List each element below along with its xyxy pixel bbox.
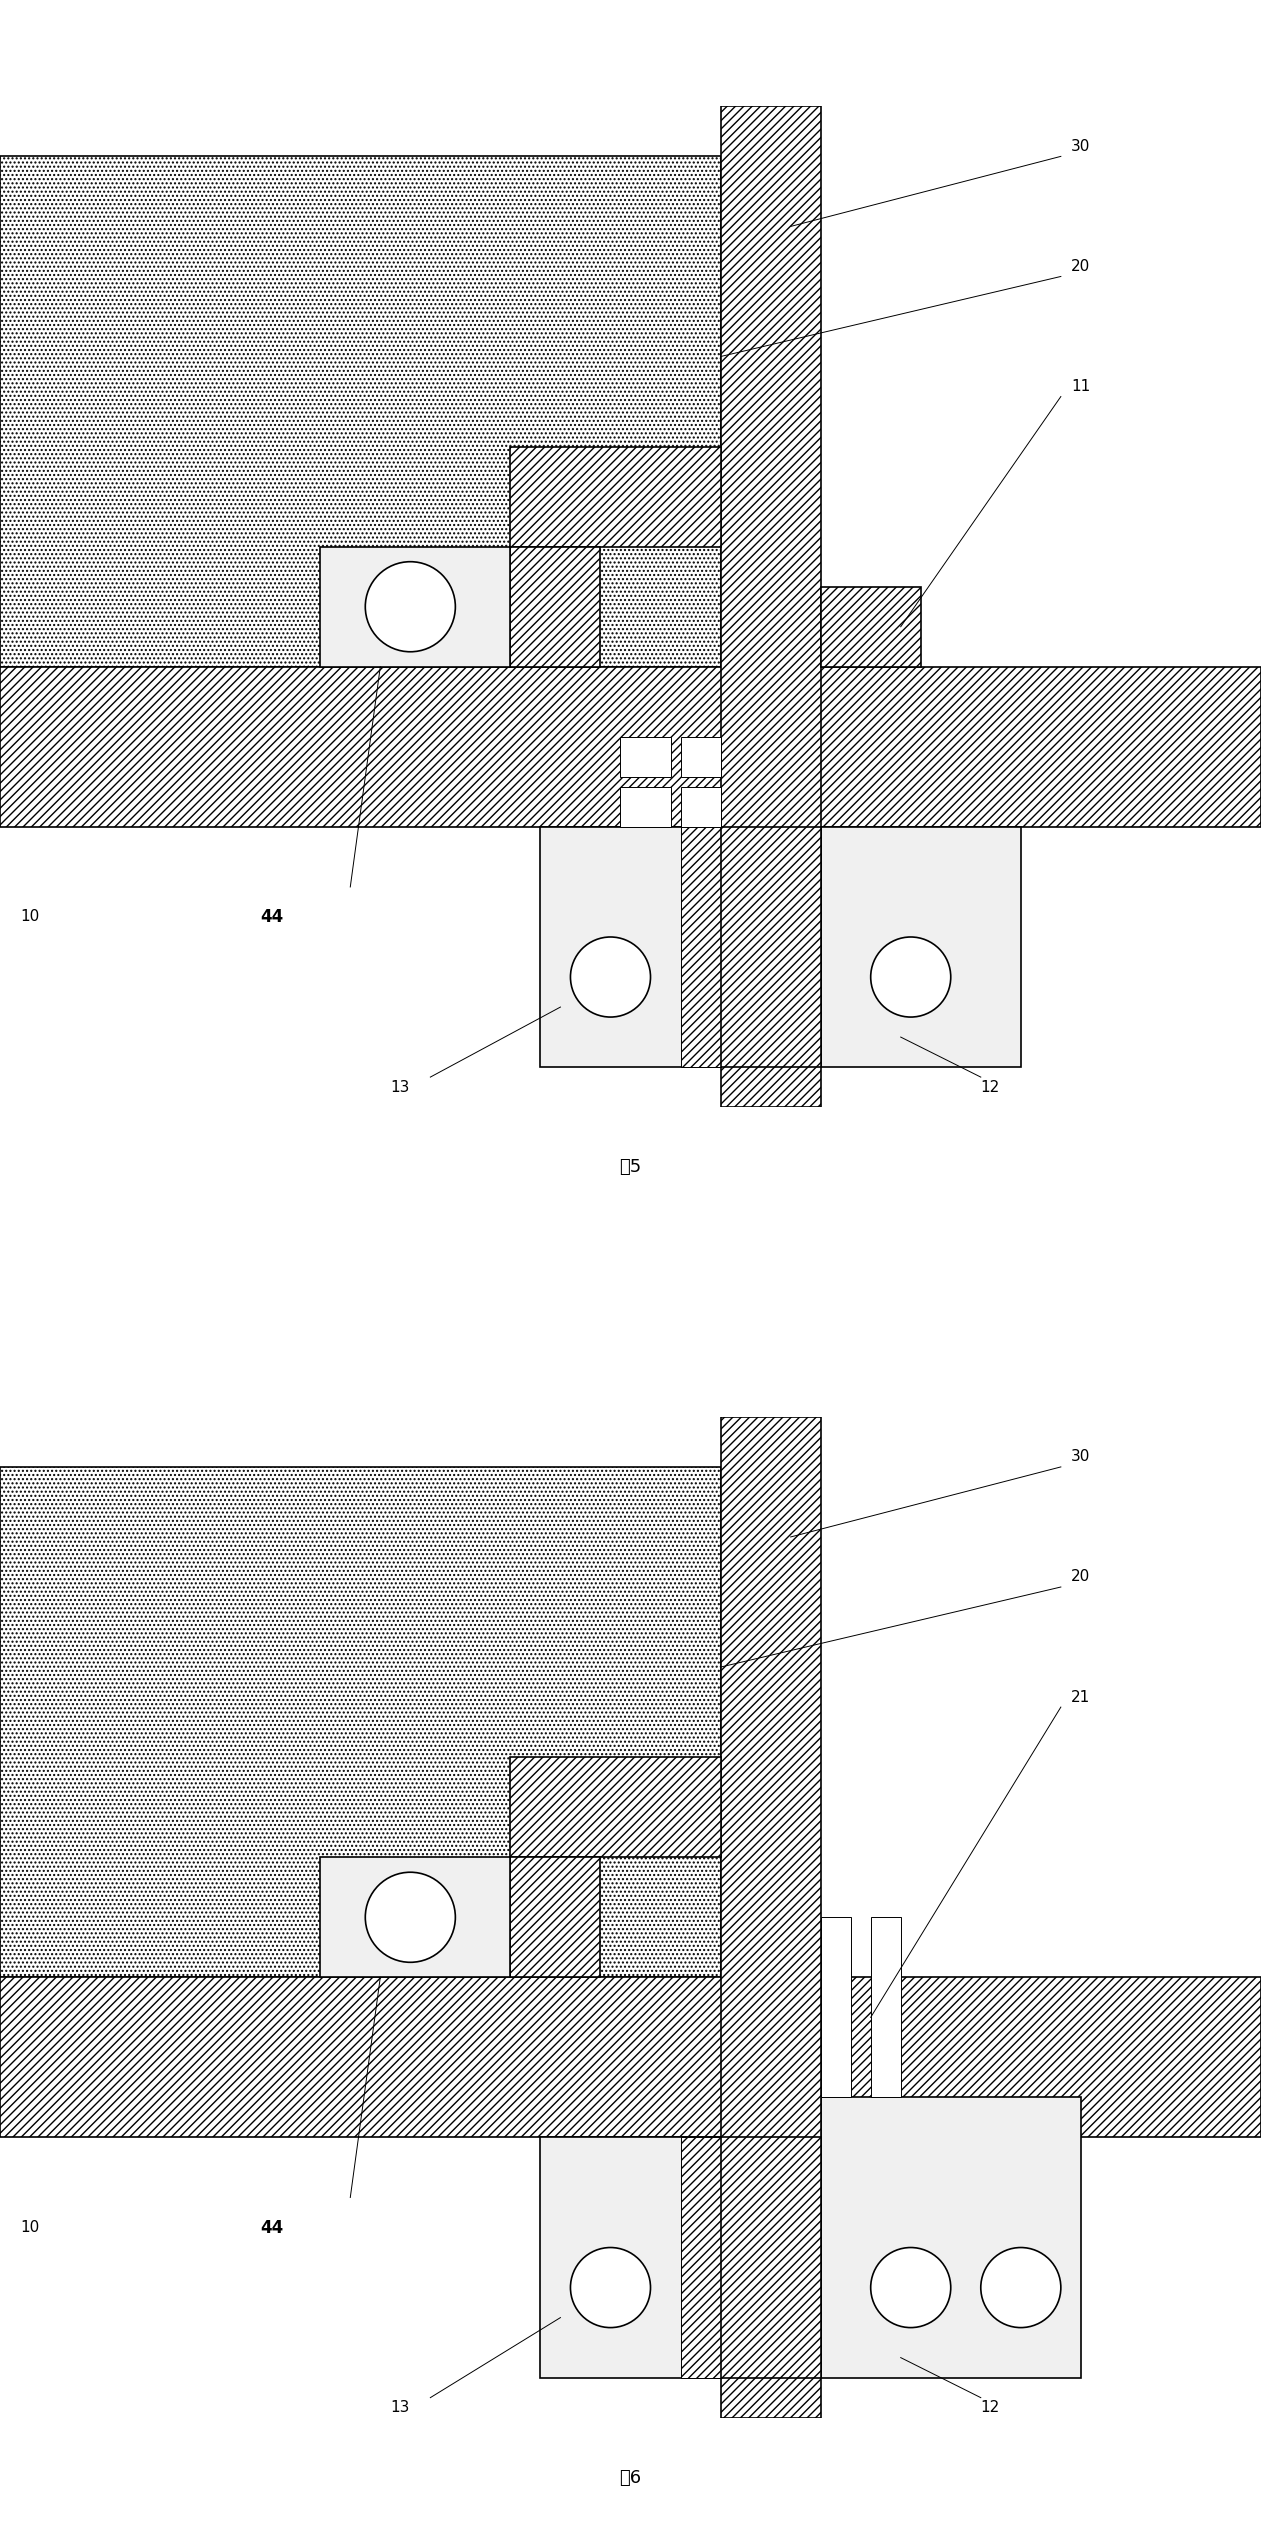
Text: 30: 30 [1071, 139, 1091, 154]
Bar [681, 737, 720, 777]
Bar [511, 548, 600, 666]
Text: 10: 10 [20, 909, 39, 924]
Bar [0, 1976, 1261, 2138]
Bar [821, 586, 921, 666]
Bar [620, 737, 671, 777]
Bar [870, 1918, 900, 2097]
Bar [821, 2097, 1081, 2378]
Bar [720, 2138, 821, 2378]
Bar [821, 828, 1021, 1068]
Bar [0, 666, 1261, 828]
Circle shape [366, 563, 455, 651]
Circle shape [570, 2246, 651, 2327]
Circle shape [870, 2246, 951, 2327]
Bar [720, 106, 821, 1108]
Text: 10: 10 [20, 2221, 39, 2236]
Bar [720, 828, 821, 1068]
Bar [681, 828, 720, 1068]
Bar [821, 1918, 851, 2097]
Text: 20: 20 [1071, 260, 1090, 275]
Bar [681, 2138, 720, 2378]
Bar [511, 447, 720, 548]
Text: 13: 13 [391, 1080, 410, 1095]
Text: 30: 30 [1071, 1449, 1091, 1464]
Text: 20: 20 [1071, 1570, 1090, 1585]
Text: 图6: 图6 [619, 2468, 642, 2486]
Bar [511, 1757, 720, 1858]
Bar [720, 828, 821, 1068]
Text: 12: 12 [981, 2400, 1000, 2415]
Bar [681, 787, 720, 828]
Bar [720, 1416, 821, 2418]
Bar [0, 1466, 720, 1976]
Bar [541, 828, 720, 1068]
Circle shape [570, 936, 651, 1017]
Bar [541, 2138, 720, 2378]
Bar [511, 1858, 600, 1976]
Text: 13: 13 [391, 2400, 410, 2415]
Bar [620, 787, 671, 828]
Text: 44: 44 [260, 909, 284, 926]
Text: 12: 12 [981, 1080, 1000, 1095]
Text: 图5: 图5 [619, 1159, 642, 1176]
Bar [0, 156, 720, 666]
Text: 11: 11 [1071, 379, 1090, 394]
Text: 21: 21 [1071, 1689, 1090, 1704]
Circle shape [870, 936, 951, 1017]
Text: 44: 44 [260, 2219, 284, 2236]
Bar [320, 548, 511, 666]
Circle shape [981, 2246, 1061, 2327]
Circle shape [366, 1873, 455, 1961]
Bar [720, 2138, 821, 2378]
Bar [320, 1858, 511, 1976]
